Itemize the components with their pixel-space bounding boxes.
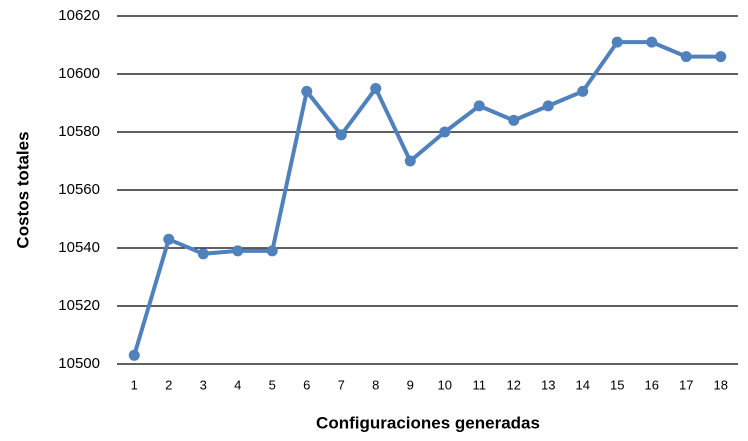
data-point — [473, 100, 485, 112]
data-line — [132, 40, 721, 356]
data-point — [646, 36, 658, 48]
data-point — [680, 51, 692, 63]
data-point — [128, 349, 140, 361]
data-point — [197, 248, 209, 260]
x-tick-label: 18 — [714, 377, 728, 392]
data-point — [611, 36, 623, 48]
data-point — [542, 100, 554, 112]
y-tick-label: 10500 — [58, 355, 100, 372]
data-point — [715, 51, 727, 63]
data-point — [508, 114, 520, 126]
x-tick-label: 17 — [679, 377, 693, 392]
x-tick-label: 11 — [473, 377, 487, 392]
y-tick-label: 10620 — [58, 7, 100, 24]
data-point — [404, 155, 416, 167]
y-tick-label: 10520 — [58, 297, 100, 314]
data-point — [163, 233, 175, 245]
y-tick-label: 10560 — [58, 181, 100, 198]
x-tick-label: 12 — [507, 377, 521, 392]
x-tick-label: 9 — [407, 377, 414, 392]
y-tick-label: 10580 — [58, 123, 100, 140]
x-tick-label: 3 — [200, 377, 207, 392]
x-tick-label: 8 — [372, 377, 379, 392]
data-point — [232, 245, 244, 257]
data-point — [439, 126, 451, 138]
x-tick-label: 16 — [645, 377, 659, 392]
x-axis-title: Configuraciones generadas — [316, 413, 540, 432]
data-point — [335, 129, 347, 141]
x-tick-label: 6 — [303, 377, 310, 392]
x-tick-label: 14 — [576, 377, 590, 392]
x-tick-label: 4 — [234, 377, 241, 392]
data-point — [370, 83, 382, 94]
y-tick-label: 10600 — [58, 65, 100, 82]
data-point — [577, 85, 589, 97]
x-tick-label: 1 — [131, 377, 138, 392]
x-tick-label: 15 — [610, 377, 624, 392]
x-tick-label: 5 — [269, 377, 276, 392]
y-tick-label: 10540 — [58, 239, 100, 256]
x-tick-label: 2 — [165, 377, 172, 392]
data-point — [266, 245, 278, 257]
x-tick-label: 10 — [438, 377, 452, 392]
y-axis-title: Costos totales — [13, 131, 32, 248]
data-point — [301, 85, 313, 97]
x-tick-label: 7 — [338, 377, 345, 392]
x-tick-label: 13 — [541, 377, 555, 392]
